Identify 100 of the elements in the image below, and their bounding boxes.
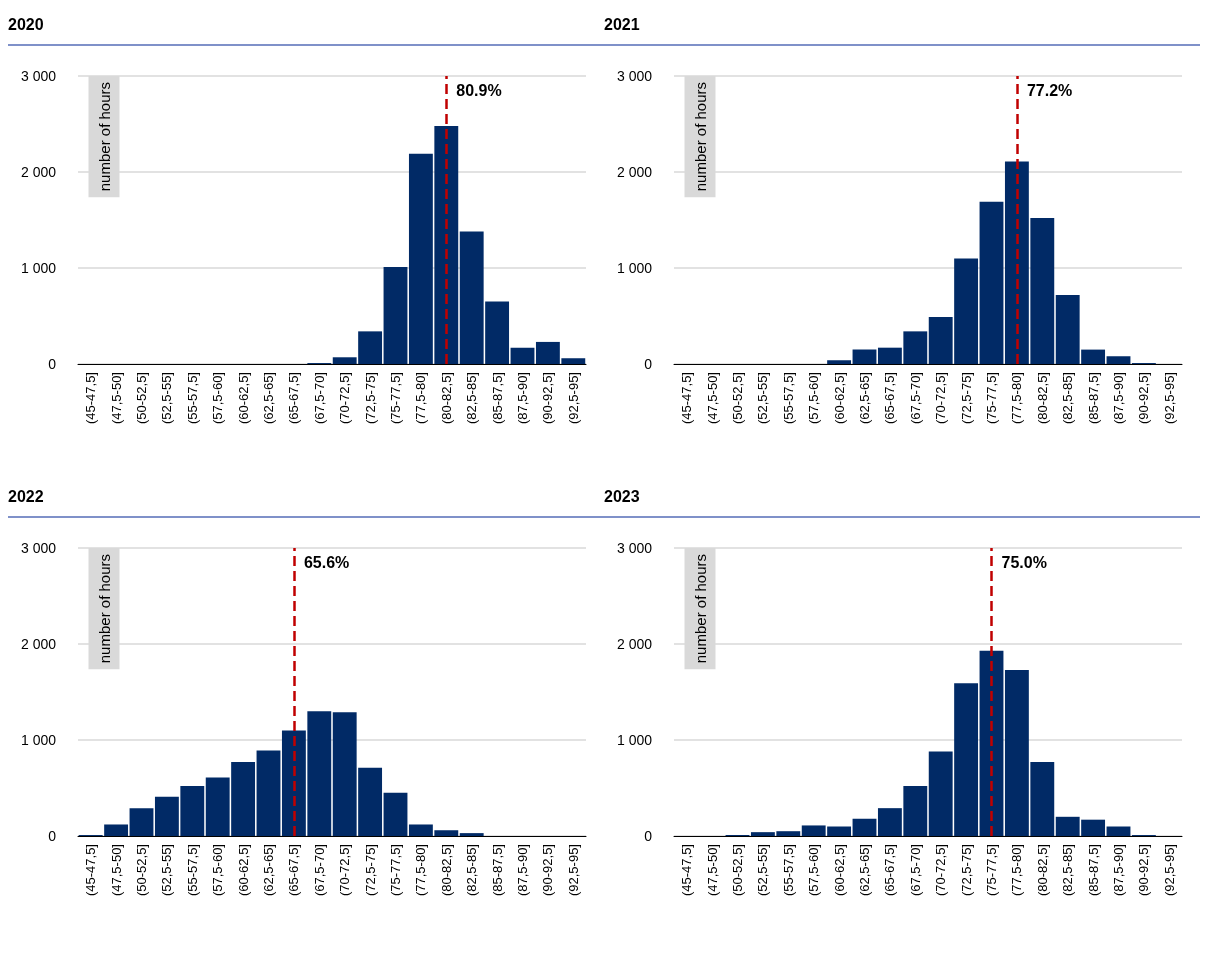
y-axis-title: number of hours [691,82,709,192]
x-tick-label: (57,5-60] [806,372,822,425]
x-tick-label: (45-47,5] [83,844,99,897]
x-tick-label: (70-72,5] [337,372,353,425]
y-axis-title: number of hours [95,82,113,192]
x-tick-label: (57,5-60] [210,844,226,897]
x-tick-label: (47,5-50] [704,844,720,897]
x-tick-label: (67,5-70] [311,844,327,897]
x-tick-label: (67,5-70] [311,372,327,425]
ref-line-label: 75.0% [1001,553,1047,571]
x-tick-label: (50-52,5] [134,372,149,425]
x-tick-label: (52,5-55] [159,372,175,425]
y-tick-label: 0 [48,356,57,372]
y-tick-label: 2 000 [616,164,653,180]
x-tick-label: (62,5-65] [261,844,276,897]
x-tick-label: (65-67,5] [882,844,898,897]
x-tick-label: (80-82,5] [438,372,454,425]
x-tick-label: (72,5-75] [958,372,974,425]
x-tick-label: (52,5-55] [755,844,771,897]
chart-title: 2020 [8,8,604,46]
x-tick-label: (90-92,5] [1136,844,1152,897]
x-tick-label: (55-57,5] [184,372,200,425]
x-tick-label: (55-57,5] [184,844,200,897]
x-tick-label: (90-92,5] [540,372,556,425]
x-tick-label: (87,5-90] [515,844,530,897]
y-tick-label: 3 000 [20,540,57,556]
x-tick-label: (92,5-95] [565,372,581,425]
chart-title: 2023 [604,480,1200,518]
x-tick-label: (57,5-60] [806,844,822,897]
x-tick-label: (90-92,5] [540,844,556,897]
y-axis-title: number of hours [95,554,113,664]
x-tick-label: (60-62,5] [235,372,251,425]
ref-line-label: 65.6% [303,553,350,571]
x-tick-label: (75-77,5] [984,372,999,425]
x-tick-label: (65-67,5] [286,372,302,425]
x-tick-label: (80-82,5] [1034,372,1050,425]
x-tick-label: (50-52,5] [730,372,745,425]
x-tick-label: (65-67,5] [882,372,898,425]
x-tick-label: (75-77,5] [388,372,403,425]
x-tick-label: (87,5-90] [515,372,530,425]
y-tick-label: 2 000 [20,636,57,652]
y-axis-title: number of hours [691,554,709,664]
x-tick-label: (60-62,5] [831,372,847,425]
x-tick-label: (55-57,5] [780,844,796,897]
x-tick-label: (62,5-65] [857,372,872,425]
x-tick-label: (75-77,5] [388,844,403,897]
x-tick-label: (62,5-65] [857,844,872,897]
x-tick-label: (70-72,5] [933,844,949,897]
x-tick-label: (60-62,5] [831,844,847,897]
x-tick-label: (82,5-85] [1060,844,1076,897]
x-tick-label: (52,5-55] [159,844,175,897]
y-tick-label: 1 000 [20,260,57,276]
y-tick-label: 0 [48,828,57,844]
x-tick-label: (90-92,5] [1136,372,1152,425]
y-tick-label: 1 000 [20,732,57,748]
x-tick-label: (85-87,5] [489,844,505,897]
x-tick-label: (65-67,5] [286,844,302,897]
x-tick-label: (50-52,5] [730,844,745,897]
y-tick-label: 2 000 [616,636,653,652]
y-tick-label: 1 000 [616,732,653,748]
x-tick-label: (72,5-75] [362,372,378,425]
x-tick-label: (67,5-70] [907,372,923,425]
y-tick-label: 0 [644,356,653,372]
y-tick-label: 1 000 [616,260,653,276]
x-tick-label: (92,5-95] [1161,844,1177,897]
x-tick-label: (85-87,5] [1085,372,1101,425]
y-tick-label: 3 000 [616,68,653,84]
x-tick-label: (70-72,5] [337,844,353,897]
x-tick-label: (67,5-70] [907,844,923,897]
x-tick-label: (72,5-75] [362,844,378,897]
x-tick-label: (52,5-55] [755,372,771,425]
x-tick-label: (77,5-80] [1009,844,1025,897]
x-tick-label: (47,5-50] [704,372,720,425]
x-tick-label: (80-82,5] [438,844,454,897]
x-tick-label: (50-52,5] [134,844,149,897]
x-tick-label: (82,5-85] [464,372,480,425]
x-tick-label: (92,5-95] [565,844,581,897]
y-tick-label: 3 000 [616,540,653,556]
x-tick-label: (80-82,5] [1034,844,1050,897]
x-tick-label: (85-87,5] [1085,844,1101,897]
x-tick-label: (47,5-50] [108,844,124,897]
x-tick-label: (77,5-80] [413,844,429,897]
x-tick-label: (70-72,5] [933,372,949,425]
chart-title: 2022 [8,480,604,518]
x-tick-label: (45-47,5] [83,372,99,425]
x-tick-label: (55-57,5] [780,372,796,425]
x-tick-label: (62,5-65] [261,372,276,425]
x-tick-label: (82,5-85] [464,844,480,897]
x-tick-label: (60-62,5] [235,844,251,897]
y-tick-label: 2 000 [20,164,57,180]
x-tick-label: (77,5-80] [413,372,429,425]
y-tick-label: 3 000 [20,68,57,84]
x-tick-label: (82,5-85] [1060,372,1076,425]
x-tick-label: (75-77,5] [984,844,999,897]
y-tick-label: 0 [644,828,653,844]
x-tick-label: (72,5-75] [958,844,974,897]
x-tick-label: (45-47,5] [679,844,695,897]
x-tick-label: (87,5-90] [1111,372,1126,425]
x-tick-label: (92,5-95] [1161,372,1177,425]
x-tick-label: (77,5-80] [1009,372,1025,425]
